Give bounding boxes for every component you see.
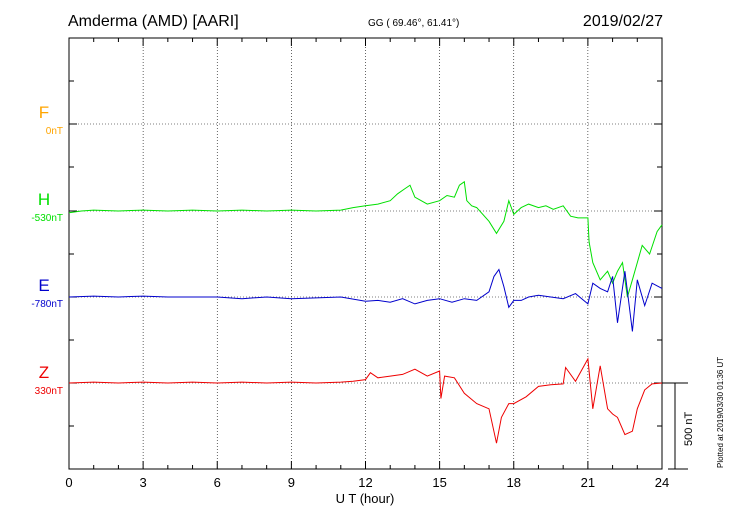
plotted-timestamp: Plotted at 2019/03/30 01:36 UT	[716, 357, 725, 468]
x-tick-label: 0	[65, 475, 72, 490]
station-coordinates: GG ( 69.46°, 61.41°)	[368, 18, 459, 29]
series-baseline-e: -780nT	[31, 299, 63, 310]
series-line-h	[68, 180, 663, 298]
scale-bar-label: 500 nT	[683, 411, 695, 446]
series-name-f: F	[39, 103, 49, 122]
x-axis-title: U T (hour)	[336, 491, 395, 506]
x-tick-label: 9	[288, 475, 295, 490]
plot-date: 2019/02/27	[583, 13, 663, 30]
scale-bar: 500 nT	[662, 382, 695, 470]
x-tick-label: 6	[214, 475, 221, 490]
series-name-h: H	[38, 190, 50, 209]
x-tick-label: 12	[358, 475, 372, 490]
series-name-e: E	[38, 276, 49, 295]
x-tick-label: 15	[432, 475, 446, 490]
series-line-z	[68, 357, 663, 444]
x-tick-label: 3	[140, 475, 147, 490]
series-baseline-h: -530nT	[31, 213, 63, 224]
series-baseline-z: 330nT	[35, 386, 63, 397]
x-tick-label: 21	[581, 475, 595, 490]
series-labels: F 0nT H -530nT E -780nT Z 330nT	[31, 103, 63, 397]
grid-lines	[69, 38, 662, 469]
series-line-e	[68, 268, 663, 332]
series-name-z: Z	[39, 363, 49, 382]
station-title: Amderma (AMD) [AARI]	[68, 13, 239, 30]
x-tick-label: 24	[655, 475, 669, 490]
x-tick-labels: 0 3 6 9 12 15 18 21 24	[65, 475, 669, 490]
series-baseline-f: 0nT	[46, 126, 63, 137]
series-lines	[68, 180, 663, 444]
x-tick-label: 18	[507, 475, 521, 490]
frame-ticks	[68, 38, 663, 469]
